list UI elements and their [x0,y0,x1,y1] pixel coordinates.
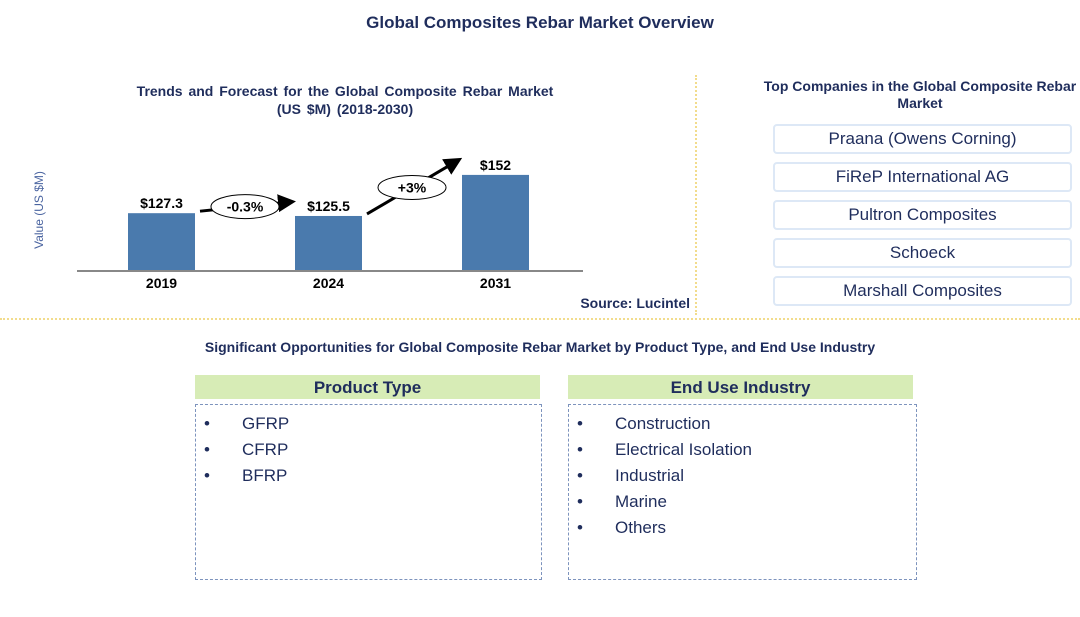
bullet: • [577,518,583,537]
bar-chart: Value (US $M) $127.3 2019 $125.5 2024 $152 20… [32,157,583,291]
item-label: Construction [615,414,711,433]
data-label: $127.3 [140,195,183,211]
chart-title-line1: Trends and Forecast for the Global Compo… [136,83,554,99]
bullet: • [204,414,210,433]
data-label: $152 [480,157,511,173]
bar-2031 [462,174,529,271]
bullet: • [577,466,583,485]
bullet: • [577,492,583,511]
list-item: • Others [569,515,916,541]
bar-2019 [128,213,195,271]
company-item: Schoeck [773,238,1072,268]
list-item: • Construction [569,411,916,437]
bullet: • [577,414,583,433]
list-item: • BFRP [196,463,541,489]
item-label: GFRP [242,414,290,433]
company-item: Pultron Composites [773,200,1072,230]
company-item: FiReP International AG [773,162,1072,192]
item-label: BFRP [242,466,288,485]
product-type-list: • GFRP • CFRP • BFRP [195,404,542,580]
bar-2024 [295,215,362,271]
source-note: Source: Lucintel [580,295,690,311]
list-item: • Industrial [569,463,916,489]
growth-bubble [210,194,280,220]
x-tick-label: 2031 [480,275,511,291]
item-label: CFRP [242,440,289,459]
y-axis-label: Value (US $M) [32,171,46,249]
item-label: Industrial [615,466,684,485]
chart-subtitle: (US $M) (2018-2030) [276,101,414,117]
chart-title: Trends and Forecast for the Global Compo… [100,82,590,118]
item-label: Marine [615,492,667,511]
product-type-header: Product Type [195,375,540,399]
vertical-divider [695,75,697,315]
list-item: • CFRP [196,437,541,463]
data-label: $125.5 [307,198,350,214]
end-use-header: End Use Industry [568,375,913,399]
item-label: Electrical Isolation [615,440,753,459]
x-tick-label: 2024 [313,275,344,291]
end-use-list: • Construction • Electrical Isolation • Ind… [568,404,917,580]
opportunities-title: Significant Opportunities for Global Com… [204,339,876,355]
bullet: • [204,440,210,459]
list-item: • Marine [569,489,916,515]
list-item: • GFRP [196,411,541,437]
list-item: • Electrical Isolation [569,437,916,463]
growth-bubble [377,174,447,200]
growth-label: -0.3% [227,199,264,215]
horizontal-divider [0,318,1080,320]
company-item: Praana (Owens Corning) [773,124,1072,154]
item-label: Others [615,518,667,537]
x-tick-label: 2019 [146,275,177,291]
growth-label: +3% [398,179,427,195]
page-title: Global Composites Rebar Market Overview [366,13,714,32]
company-item: Marshall Composites [773,276,1072,306]
bullet: • [204,466,210,485]
bullet: • [577,440,583,459]
companies-title: Top Companies in the Global Composite Re… [763,78,1077,111]
